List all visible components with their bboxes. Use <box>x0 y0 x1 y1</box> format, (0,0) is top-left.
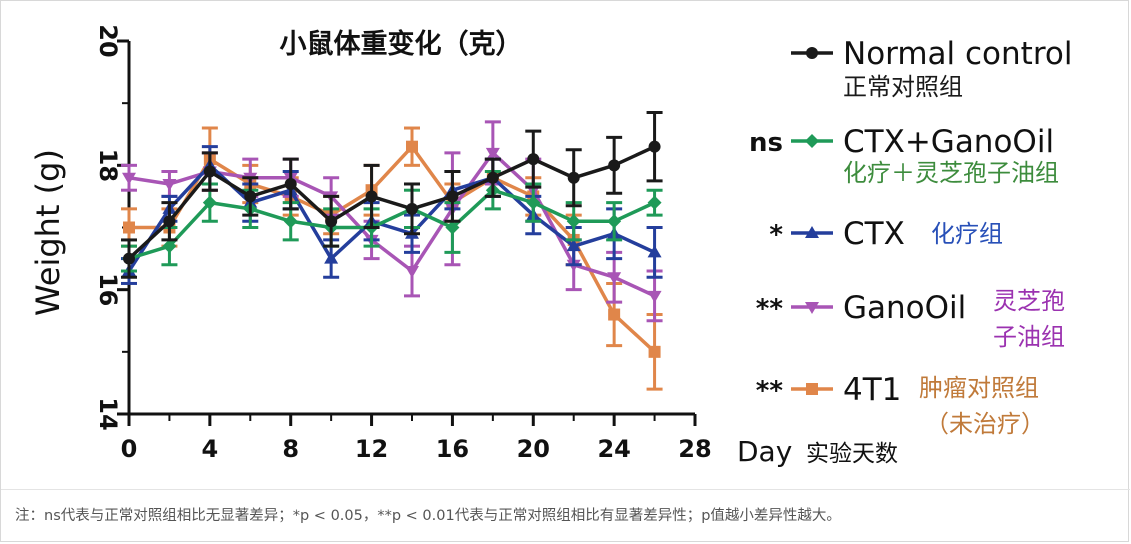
data-point <box>122 172 136 185</box>
legend-significance: ns <box>749 128 783 158</box>
y-tick-label: 16 <box>94 273 122 306</box>
series-layer <box>121 110 663 391</box>
series-4 <box>121 126 663 391</box>
data-point <box>162 239 177 254</box>
weight-line-chart: 小鼠体重变化（克） 14 16 18 20 Weight (g) 0 4 8 12 16 20 24 2… <box>29 24 1072 468</box>
y-axis-label: Weight (g) <box>29 149 67 316</box>
series-line <box>127 145 656 260</box>
data-point <box>284 177 297 190</box>
data-point <box>527 153 540 166</box>
data-point <box>648 140 661 153</box>
data-point <box>406 202 418 215</box>
data-point <box>648 345 661 358</box>
data-point <box>406 140 418 153</box>
data-point <box>203 165 216 178</box>
legend-marker <box>806 383 818 395</box>
series-0 <box>121 110 663 279</box>
data-point <box>123 252 135 265</box>
data-point <box>163 215 176 228</box>
legend-item-3: ** GanoOil 灵芝孢子油组 <box>756 287 1065 351</box>
data-point <box>485 147 500 160</box>
data-point <box>647 245 662 258</box>
data-point <box>608 159 621 172</box>
legend-marker <box>805 302 819 314</box>
x-tick-label: 4 <box>202 435 219 463</box>
legend-label-cn-2: （未治疗） <box>925 410 1045 438</box>
legend-significance: ** <box>756 376 784 406</box>
data-point <box>283 214 298 229</box>
legend-label: Normal control <box>843 36 1072 72</box>
data-point <box>607 272 622 285</box>
data-point <box>244 190 257 203</box>
data-point <box>607 214 622 229</box>
x-tick-label: 16 <box>436 435 469 463</box>
legend-item-2: * CTX 化疗组 <box>769 216 1003 252</box>
legend-marker <box>806 47 818 59</box>
series-line <box>128 188 656 261</box>
axes: 14 16 18 20 Weight (g) 0 4 8 12 16 20 24 28 Day 实验天数 <box>29 24 898 468</box>
x-tick-label: 24 <box>597 435 630 463</box>
data-point <box>566 239 581 252</box>
x-tick-label: 8 <box>282 435 299 463</box>
data-point <box>608 308 621 321</box>
data-point <box>324 251 339 264</box>
legend-label-cn: 化疗＋灵芝孢子油组 <box>843 159 1059 187</box>
data-point <box>486 171 499 184</box>
x-tick-label: 20 <box>517 435 550 463</box>
legend-label-cn: 子油组 <box>993 323 1065 351</box>
data-point <box>647 195 662 210</box>
legend-label-cn: 正常对照组 <box>843 73 963 101</box>
x-tick-label: 0 <box>121 435 138 463</box>
legend-label: CTX+GanoOil <box>843 124 1054 160</box>
footnote-divider <box>1 489 1130 490</box>
series-line <box>129 144 656 354</box>
x-axis-label-cn: 实验天数 <box>806 441 898 467</box>
legend-label-cn: 灵芝孢 <box>993 287 1065 315</box>
chart-title: 小鼠体重变化（克） <box>280 28 523 60</box>
data-point <box>567 171 580 184</box>
data-point <box>365 190 378 203</box>
data-point <box>325 215 338 228</box>
data-point <box>123 221 135 234</box>
data-point <box>446 190 459 203</box>
x-tick-label: 12 <box>355 435 388 463</box>
legend-significance: * <box>769 220 783 250</box>
legend-label-cn: 化疗组 <box>931 220 1003 248</box>
x-axis-label: Day <box>737 435 792 468</box>
data-point <box>162 178 177 191</box>
y-tick-label: 18 <box>94 149 122 182</box>
data-point <box>202 195 217 210</box>
y-tick-label: 20 <box>94 24 122 57</box>
data-point <box>647 290 662 303</box>
legend-label: CTX <box>843 216 905 252</box>
footnote: 注：ns代表与正常对照组相比无显著差异；*p < 0.05，**p < 0.01… <box>15 508 841 524</box>
legend-label: 4T1 <box>843 372 901 408</box>
legend-label-cn: 肿瘤对照组 <box>919 374 1039 402</box>
y-tick-label: 14 <box>94 397 122 430</box>
legend-marker <box>805 226 819 238</box>
data-point <box>405 266 419 279</box>
data-point <box>566 214 581 229</box>
legend-item-4: ** 4T1 肿瘤对照组 （未治疗） <box>756 372 1045 438</box>
x-tick-label: 28 <box>678 435 711 463</box>
legend-significance: ** <box>756 294 784 324</box>
data-point <box>445 220 460 235</box>
data-point <box>526 195 541 210</box>
legend-marker <box>805 134 819 148</box>
legend-label: GanoOil <box>843 290 966 326</box>
